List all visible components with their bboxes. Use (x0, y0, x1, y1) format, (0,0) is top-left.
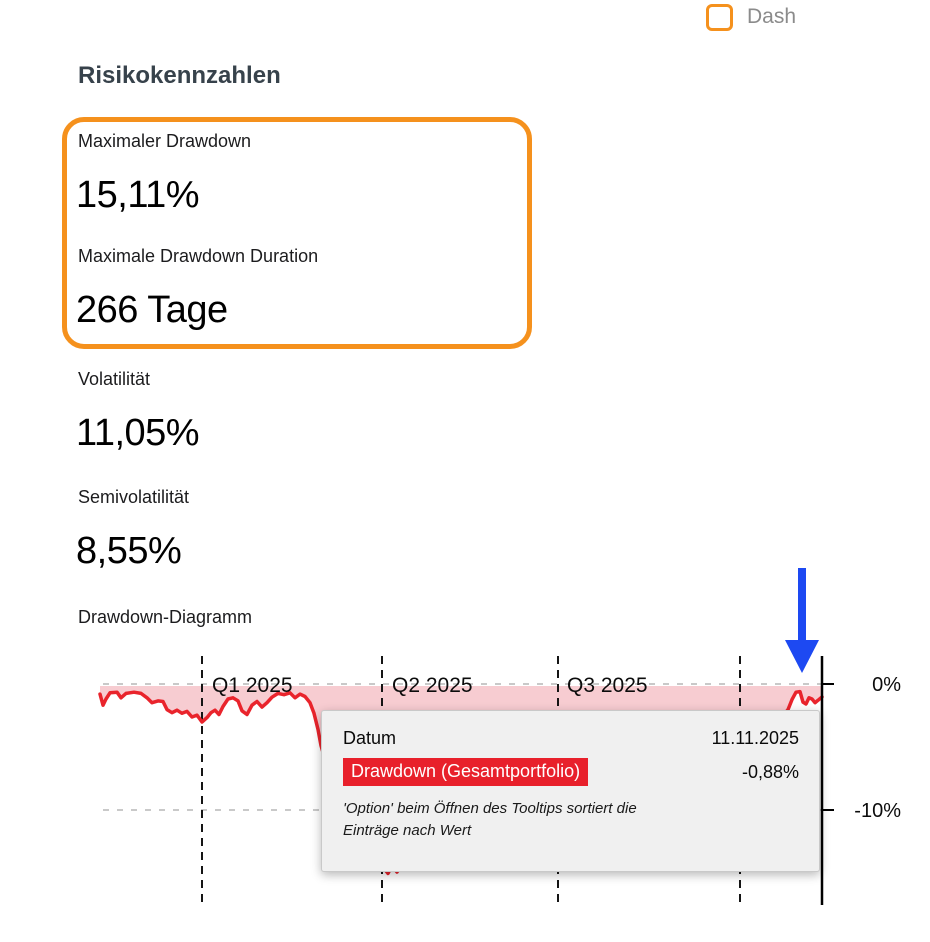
y-tick-label: -10% (854, 800, 901, 822)
metric-value-volatility: 11,05% (76, 412, 200, 454)
chart-section-label: Drawdown-Diagramm (78, 607, 253, 627)
metric-value-max-drawdown: 15,11% (76, 174, 200, 216)
metric-label-volatility: Volatilität (78, 369, 151, 389)
annotation-arrow-icon (785, 568, 819, 673)
metric-value-max-drawdown-duration: 266 Tage (76, 289, 228, 331)
dashboard-checkbox[interactable] (706, 4, 733, 31)
tooltip-date-label: Datum (343, 728, 397, 748)
y-tick-label: 0% (872, 674, 901, 696)
metric-label-max-drawdown-duration: Maximale Drawdown Duration (78, 246, 319, 266)
x-axis-quarter-label: Q2 2025 (392, 674, 473, 697)
tooltip-series-badge: Drawdown (Gesamtportfolio) (343, 758, 589, 786)
tooltip-series-value: -0,88% (741, 761, 799, 782)
metric-label-semivolatility: Semivolatilität (78, 487, 190, 507)
highlight-annotation-box (62, 117, 532, 349)
x-axis-quarter-label: Q3 2025 (567, 674, 648, 697)
dashboard-checkbox-label[interactable]: Dash (747, 5, 797, 28)
page-title: Risikokennzahlen (78, 62, 281, 89)
metric-value-semivolatility: 8,55% (76, 530, 182, 572)
x-axis-quarter-label: Q1 2025 (212, 674, 293, 697)
tooltip-hint-note: 'Option' beim Öffnen des Tooltips sortie… (343, 800, 637, 839)
chart-tooltip: Datum 11.11.2025 Drawdown (Gesamtportfol… (321, 710, 820, 872)
tooltip-date-value: 11.11.2025 (711, 728, 799, 748)
metric-label-max-drawdown: Maximaler Drawdown (78, 131, 252, 151)
